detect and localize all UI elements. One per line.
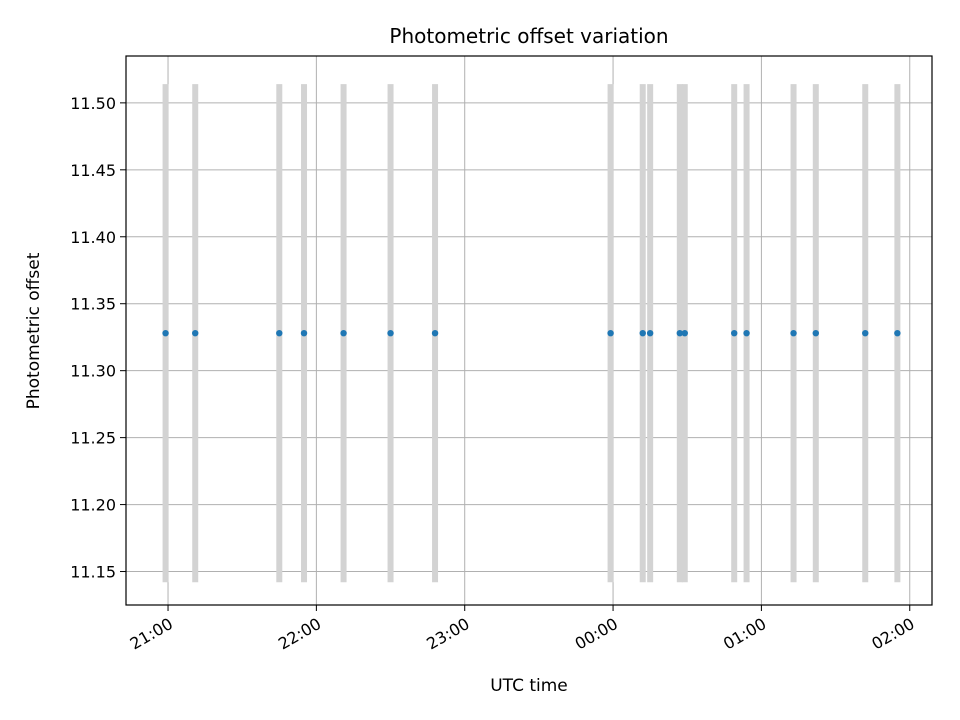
y-tick-label: 11.50: [70, 94, 116, 113]
data-point: [731, 329, 738, 337]
data-point: [812, 329, 819, 337]
data-point: [276, 329, 283, 337]
data-point: [340, 329, 347, 337]
data-point: [681, 329, 688, 337]
x-axis-label: UTC time: [490, 676, 568, 696]
grid: [126, 56, 932, 605]
plot-frame: [125, 55, 933, 606]
data-point: [387, 329, 394, 337]
data-points: [162, 329, 901, 337]
data-point: [862, 329, 869, 337]
y-tick-label: 11.30: [70, 362, 116, 381]
data-point: [431, 329, 439, 337]
chart-title: Photometric offset variation: [389, 24, 668, 48]
data-point: [676, 329, 684, 337]
y-tick-label: 11.45: [70, 161, 116, 180]
data-point: [192, 329, 199, 337]
data-point: [300, 329, 308, 337]
data-point: [790, 329, 797, 337]
data-point: [743, 329, 750, 337]
data-point: [639, 329, 646, 337]
y-tick-label: 11.15: [70, 563, 116, 582]
data-point: [607, 329, 614, 337]
data-point: [162, 329, 169, 337]
data-point: [646, 329, 654, 337]
y-tick-label: 11.20: [70, 496, 116, 515]
y-tick-label: 11.25: [70, 429, 116, 448]
y-tick-label: 11.40: [70, 228, 116, 247]
y-tick-label: 11.35: [70, 295, 116, 314]
y-axis-label: Photometric offset: [24, 252, 44, 409]
data-point: [894, 329, 901, 337]
y-axis-ticks: 11.15 11.20 11.25 11.30 11.35 11.40 11.45 11.50: [70, 94, 126, 582]
